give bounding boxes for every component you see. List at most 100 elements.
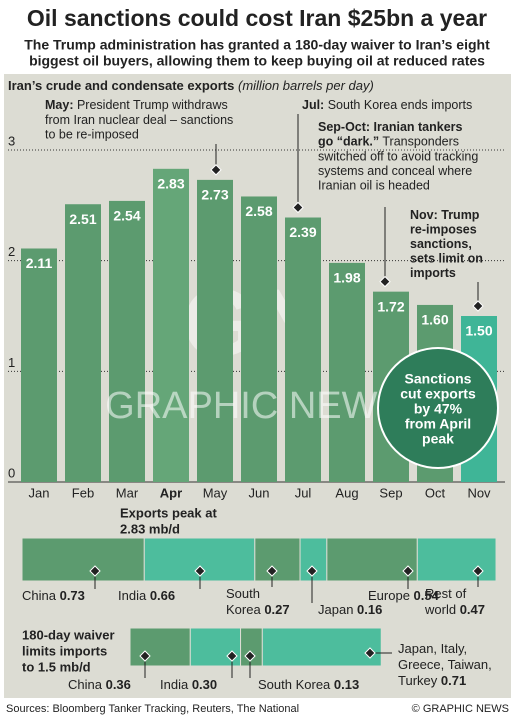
x-tick-label: Jun <box>249 485 270 500</box>
segment-label: India 0.30 <box>160 677 217 692</box>
segment-label: Japan 0.16 <box>318 602 382 617</box>
segment-value: 0.73 <box>60 588 85 603</box>
x-tick-label: Sep <box>379 485 402 500</box>
pointer <box>89 565 101 577</box>
value-label: 2.54 <box>113 208 140 224</box>
bar <box>197 179 233 482</box>
bar <box>329 262 365 482</box>
annotation-text: from Iran nuclear deal – sanctions <box>45 113 233 127</box>
segment-label: China 0.73 <box>22 588 85 603</box>
segment-value: 0.66 <box>150 588 175 603</box>
segment-value: 0.47 <box>460 602 485 617</box>
chart-header: Iran’s crude and condensate exports (mil… <box>8 78 374 93</box>
breakdown-title: Exports peak at <box>120 505 217 520</box>
y-tick-label: 1 <box>8 355 15 370</box>
pointer <box>306 565 318 577</box>
pointer <box>364 647 376 659</box>
segment-value: 0.30 <box>192 677 217 692</box>
segment <box>254 537 301 582</box>
segment-value: 0.16 <box>357 602 382 617</box>
pointer <box>472 300 484 312</box>
value-label: 1.60 <box>421 312 448 328</box>
segment-label: Turkey 0.71 <box>398 673 466 688</box>
units: (million barrels per day) <box>238 78 374 93</box>
callout-text: peak <box>422 431 454 447</box>
source: Sources: Bloomberg Tanker Tracking, Reut… <box>6 703 299 715</box>
annotation: May: President Trump withdraws <box>45 98 228 112</box>
segment-label: South <box>226 586 260 601</box>
segment <box>261 627 382 667</box>
annotation-text: systems and conceal where <box>318 164 472 178</box>
chart-title: Iran’s crude and condensate exports <box>8 78 234 93</box>
pointer <box>139 650 151 662</box>
pointer <box>226 650 238 662</box>
bar <box>21 248 57 482</box>
segment-label: Europe 0.54 <box>368 588 440 603</box>
annotation: go “dark.” Transponders <box>318 135 459 149</box>
x-tick-label: Oct <box>425 485 446 500</box>
segment <box>416 537 497 582</box>
annotation-text: President Trump withdraws <box>77 98 228 112</box>
credit: © GRAPHIC NEWS <box>412 703 509 715</box>
segment-name: China <box>68 677 103 692</box>
breakdown-title: 2.83 mb/d <box>120 521 180 536</box>
callout-text: by 47% <box>414 401 463 417</box>
y-tick-label: 3 <box>8 133 15 148</box>
subtitle: The Trump administration has granted a 1… <box>24 37 490 53</box>
callout <box>377 347 499 469</box>
value-label: 2.51 <box>69 211 96 227</box>
pointer <box>402 565 414 577</box>
pointer <box>210 164 222 176</box>
callout-text: from April <box>405 416 471 432</box>
value-label: 2.83 <box>157 176 184 192</box>
segment-name: India <box>160 677 189 692</box>
annotation-label: imports <box>410 266 456 280</box>
annotation-label: re-imposes <box>410 223 477 237</box>
annotation: sanctions, <box>410 237 472 251</box>
segment-value: 0.27 <box>264 602 289 617</box>
segment-value: 0.36 <box>106 677 131 692</box>
annotation: Jul: South Korea ends imports <box>302 98 472 112</box>
pointer <box>194 565 206 577</box>
bar <box>109 200 145 482</box>
segment-label: South Korea 0.13 <box>258 677 359 692</box>
annotation-label: go “dark.” <box>318 135 379 149</box>
pointer <box>244 650 256 662</box>
x-tick-label: Mar <box>116 485 139 500</box>
title: Oil sanctions could cost Iran $25bn a ye… <box>27 5 487 31</box>
annotation-label: May: <box>45 98 73 112</box>
value-label: 1.98 <box>333 270 360 286</box>
x-tick-label: Jan <box>29 485 50 500</box>
segment-name: South Korea <box>258 677 331 692</box>
segment-label: China 0.36 <box>68 677 131 692</box>
y-tick-label: 0 <box>8 465 15 480</box>
pointer <box>379 275 391 288</box>
segment-name: Japan, Italy, <box>398 641 467 656</box>
x-tick-label: Nov <box>467 485 491 500</box>
segment-label: world 0.47 <box>424 602 485 617</box>
segment-name: Korea <box>226 602 261 617</box>
value-label: 2.39 <box>289 224 316 240</box>
value-label: 2.58 <box>245 203 272 219</box>
segment-label: Greece, Taiwan, <box>398 657 492 672</box>
segment-value: 0.13 <box>334 677 359 692</box>
annotation-text: to be re-imposed <box>45 127 139 141</box>
annotation-label: Sep-Oct: Iranian tankers <box>318 120 463 134</box>
segment-value: 0.71 <box>441 673 466 688</box>
segment-name: Europe <box>368 588 410 603</box>
pointer <box>266 565 278 577</box>
pointer <box>292 201 304 214</box>
value-label: 2.11 <box>26 255 53 271</box>
subtitle: biggest oil buyers, allowing them to kee… <box>29 53 485 69</box>
segment-name: China <box>22 588 57 603</box>
value-label: 1.72 <box>377 298 404 314</box>
breakdown-title: limits imports <box>22 643 107 658</box>
segment-label: Rest of <box>425 586 467 601</box>
annotation-label: Jul: <box>302 98 324 112</box>
annotation: imports <box>410 266 456 280</box>
segment-label: India 0.66 <box>118 588 175 603</box>
pointer <box>472 565 484 577</box>
bar <box>285 217 321 483</box>
annotation: Sep-Oct: Iranian tankers <box>318 120 463 134</box>
bar <box>65 204 101 482</box>
